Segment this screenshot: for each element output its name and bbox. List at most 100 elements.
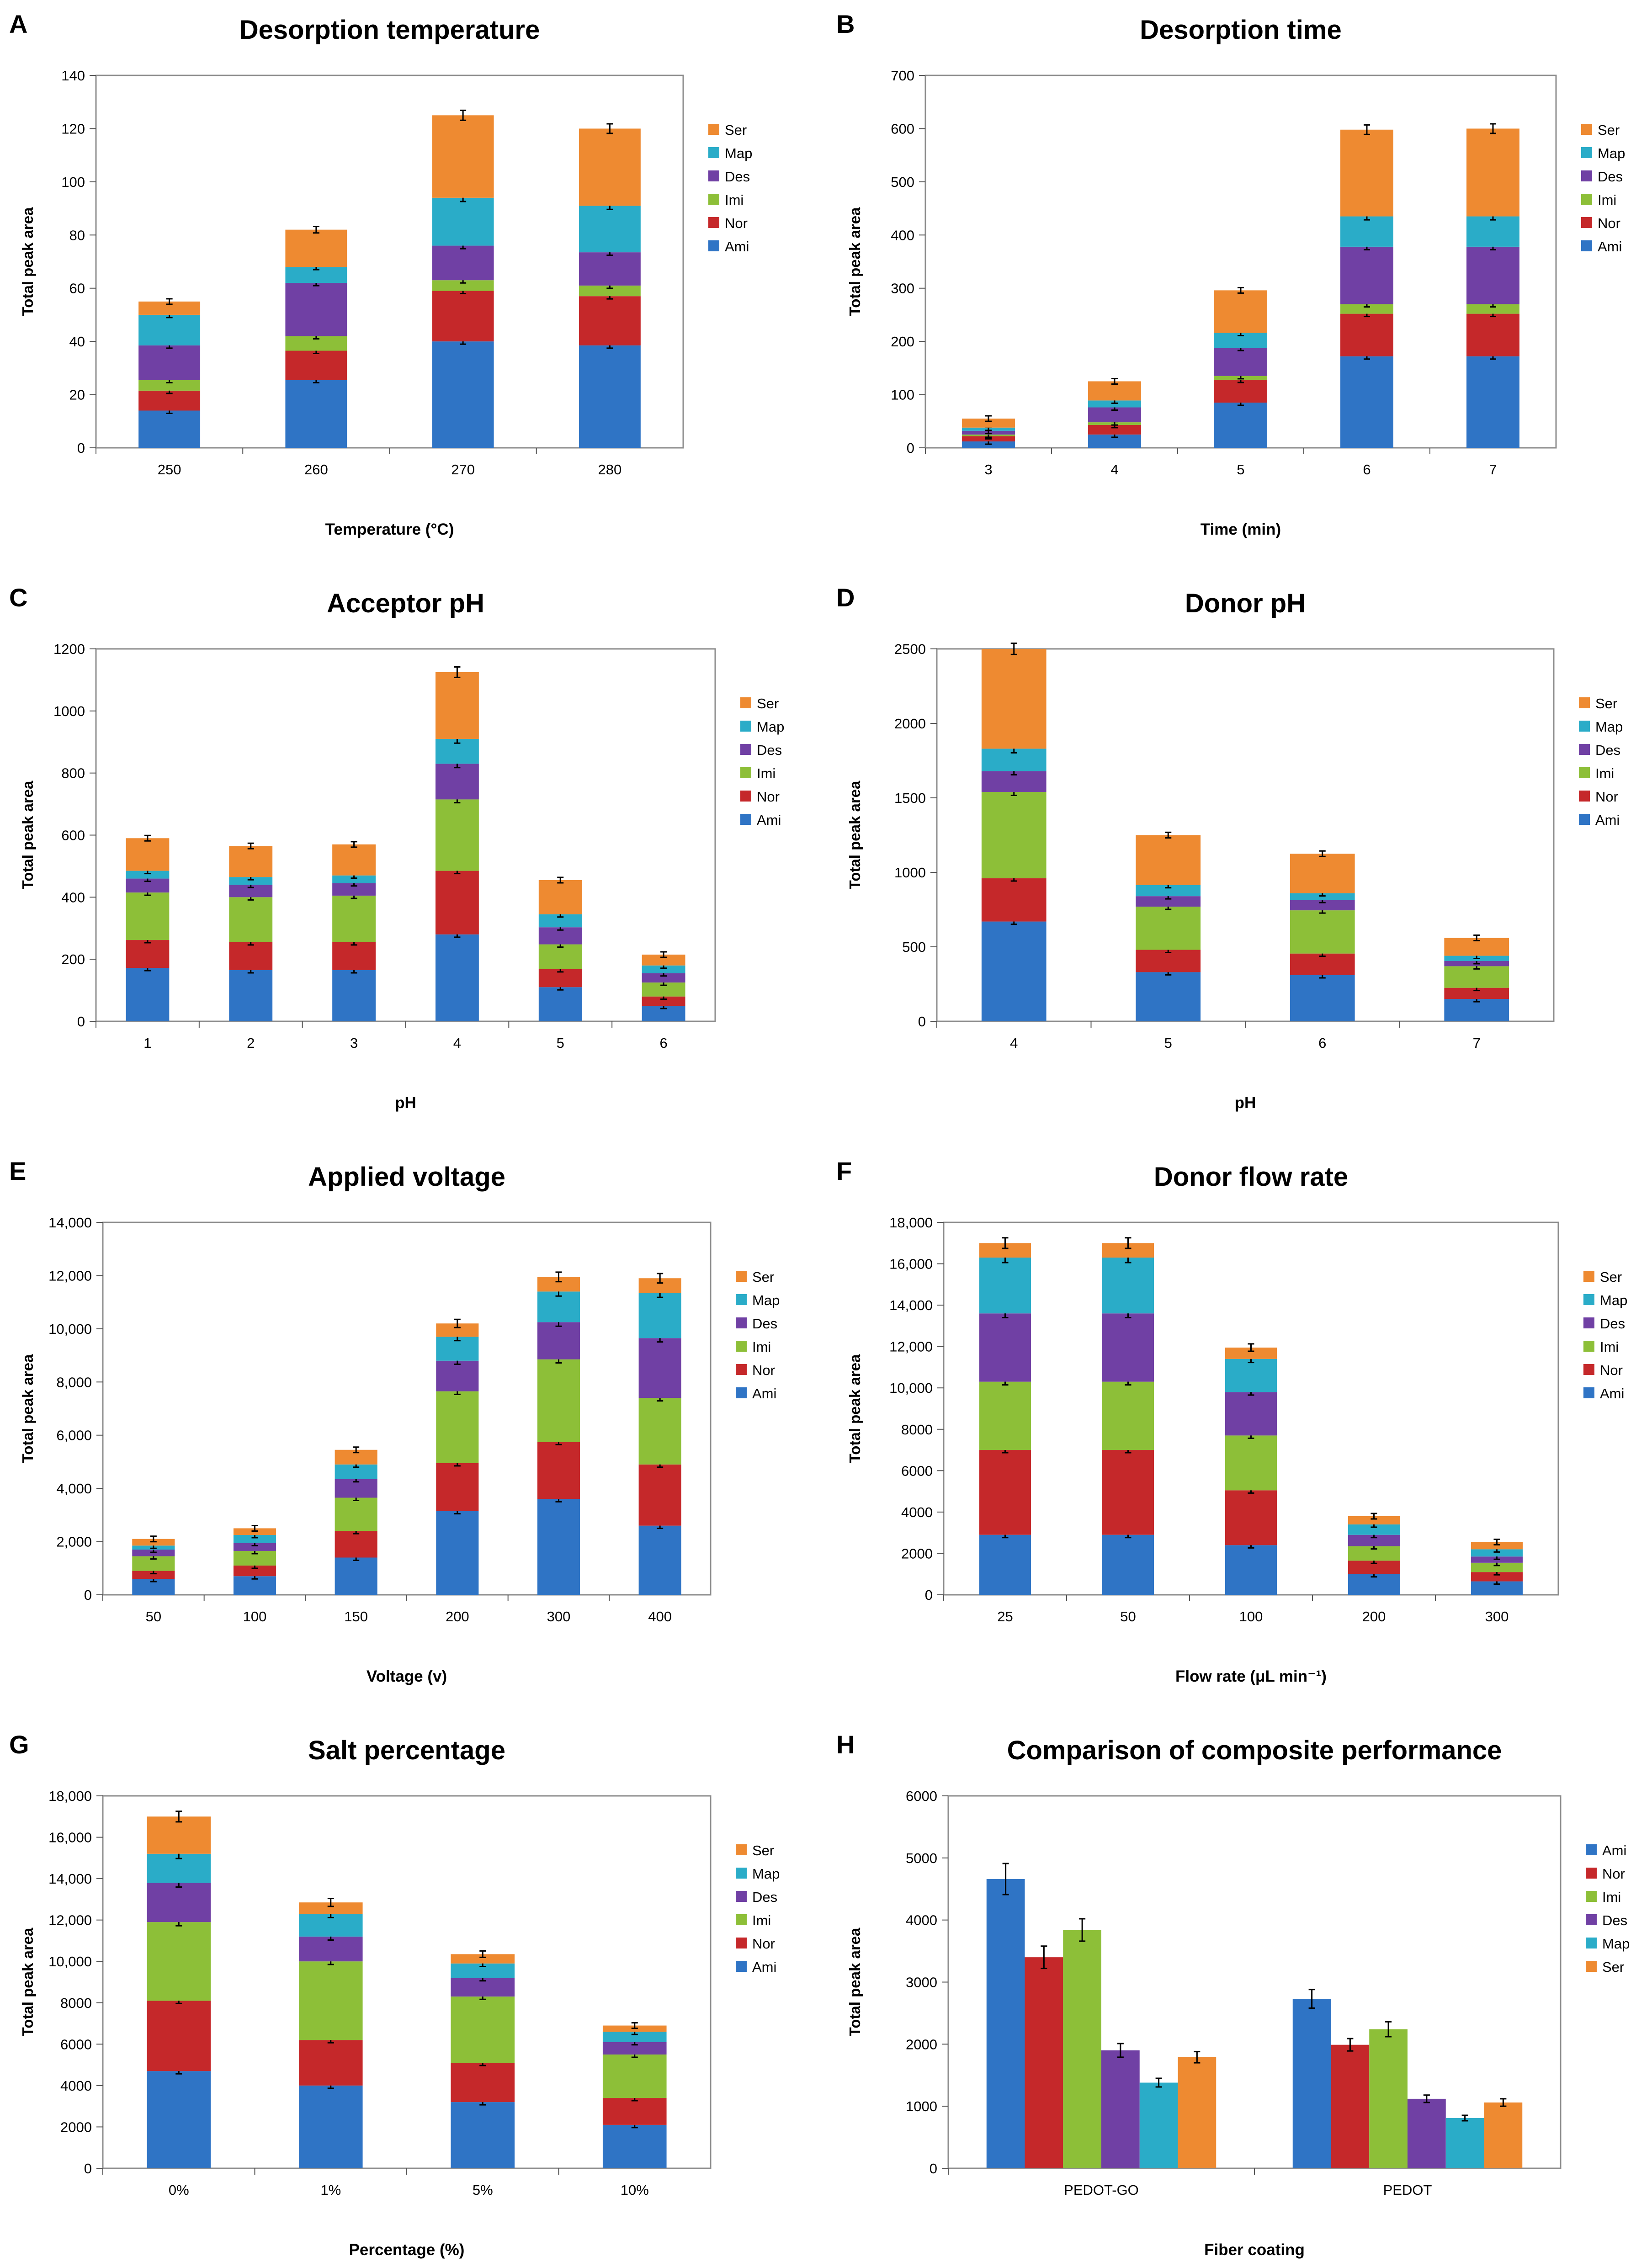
bar-segment-nor [537,1442,580,1499]
legend-label-ami: Ami [1602,1842,1626,1858]
bar-segment-des [147,1883,211,1922]
bar-segment-nor [436,1463,479,1511]
bar-segment-ami [1444,999,1509,1021]
bar-segment-nor [642,996,685,1006]
bar-segment-nor [638,1464,681,1526]
bar-segment-ser [981,649,1046,749]
chart-title: Acceptor pH [327,589,484,618]
bar-segment-des [285,283,347,336]
legend-swatch-ser [1586,1961,1597,1972]
legend-swatch-map [708,147,719,158]
legend-swatch-imi [1581,194,1592,205]
bar-segment-map [1471,1549,1523,1557]
bar-des [1101,2050,1140,2168]
bar-segment-ami [229,970,273,1021]
x-tick-label: 3 [984,462,992,478]
legend-swatch-des [1581,170,1592,181]
error-bar [1125,1237,1131,1249]
bar-segment-nor [132,1571,175,1579]
error-bar [557,876,564,884]
y-tick-label: 8000 [901,1422,933,1438]
legend-swatch-map [740,721,751,732]
error-bar [606,123,613,134]
legend-swatch-ser [1579,697,1590,708]
bar-segment-ami [1214,403,1267,448]
legend-label-ami: Ami [752,1386,776,1402]
error-bar [1385,2021,1392,2038]
legend-swatch-map [736,1294,747,1305]
legend-swatch-imi [1579,767,1590,778]
bar-segment-des [979,1313,1031,1382]
error-bar [1500,2098,1507,2107]
y-tick-label: 1000 [906,2098,937,2114]
bar-segment-nor [298,2040,363,2086]
bar-segment-imi [1290,910,1355,954]
x-tick-label: 5 [557,1035,564,1051]
legend-swatch-imi [1586,1891,1597,1902]
y-tick-label: 0 [84,2161,92,2177]
bar-segment-ser [126,838,170,871]
bar-segment-imi [1466,304,1519,314]
bar-segment-map [432,197,494,246]
x-axis-label: Fiber coating [1204,2241,1305,2259]
bar-segment-imi [451,1996,515,2063]
legend-swatch-ami [1581,240,1592,251]
bar-segment-des [1225,1392,1277,1436]
legend-swatch-ami [1579,814,1590,825]
x-axis-label: Flow rate (μL min⁻¹) [1175,1667,1327,1685]
y-tick-label: 100 [61,174,85,190]
bar-segment-map [1340,216,1393,247]
bar-segment-ser [642,954,685,966]
bar-segment-ser [451,1954,515,1964]
y-tick-label: 14,000 [48,1871,92,1887]
y-tick-label: 400 [891,227,914,243]
x-tick-label: 100 [1239,1609,1263,1625]
bar-segment-ami [332,970,376,1021]
x-tick-label: 5 [1164,1035,1172,1051]
error-bar [1308,1989,1315,2009]
y-axis-label: Total peak area [846,1354,863,1463]
legend-label-ser: Ser [752,1269,774,1285]
x-tick-label: 25 [997,1609,1013,1625]
error-bar [1364,124,1370,135]
y-tick-label: 6000 [906,1788,937,1804]
y-tick-label: 600 [891,121,914,137]
bar-segment-ami [435,934,479,1021]
bar-segment-imi [537,1359,580,1442]
y-axis-label: Total peak area [846,780,863,889]
legend-swatch-map [1583,1294,1594,1305]
y-tick-label: 140 [61,68,85,84]
error-bar [1117,2043,1124,2058]
y-tick-label: 0 [84,1587,92,1603]
y-tick-label: 500 [891,174,914,190]
bar-segment-imi [1471,1562,1523,1572]
error-bar [454,1318,461,1328]
y-tick-label: 4,000 [56,1481,92,1497]
y-tick-label: 1500 [894,790,926,806]
bar-segment-map [332,875,376,883]
legend-swatch-map [1579,721,1590,732]
legend-swatch-ser [740,697,751,708]
bar-segment-ser [147,1816,211,1854]
panel-e: E Applied voltage 0 2,000 4,000 6,000 8,000 10,… [9,1157,780,1685]
x-tick-label: 150 [344,1609,368,1625]
bar-imi [1063,1930,1101,2168]
bar-segment-imi [538,944,582,969]
bar-segment-ami [147,2071,211,2168]
bar-segment-ami [1290,975,1355,1021]
bar-segment-ser [435,672,479,739]
error-bar [1493,1539,1500,1546]
bar-segment-imi [1225,1435,1277,1491]
bar-segment-nor [1466,313,1519,356]
bar-segment-ami [1102,1534,1154,1595]
legend-swatch-imi [740,767,751,778]
panel-f: F Donor flow rate 0 2000 4000 6000 8000 10,000 1… [836,1157,1627,1685]
legend-label-ser: Ser [725,122,747,138]
legend-swatch-des [736,1317,747,1328]
y-tick-label: 10,000 [48,1954,92,1970]
legend-label-des: Des [725,169,750,185]
panel-g: G Salt percentage 0 2000 4000 6000 8000 10,000 1… [9,1730,780,2259]
bar-segment-ser [962,418,1015,428]
panel-letter: C [9,583,27,612]
